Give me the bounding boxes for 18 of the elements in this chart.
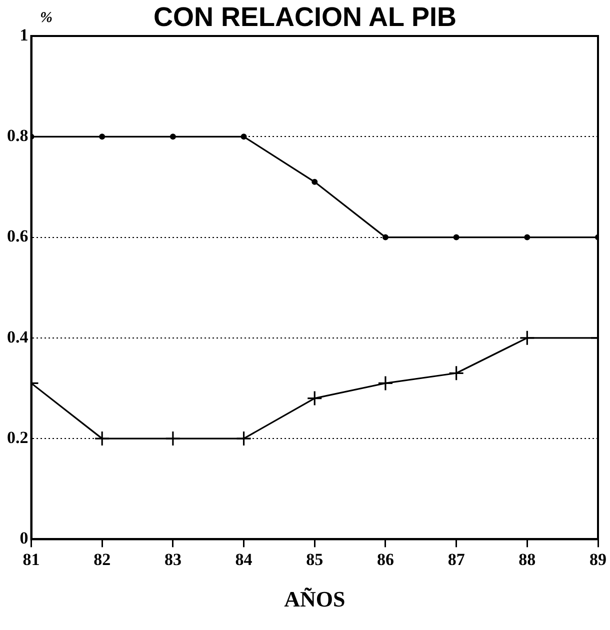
y-tick-label: 1 bbox=[20, 25, 28, 44]
chart-title: CON RELACION AL PIB bbox=[153, 2, 456, 32]
x-tick-label: 84 bbox=[235, 550, 253, 569]
x-tick-label: 89 bbox=[590, 550, 606, 569]
x-tick-label: 81 bbox=[22, 550, 40, 569]
x-tick-label: 87 bbox=[448, 550, 466, 569]
y-tick-label: 0.6 bbox=[7, 226, 28, 246]
x-tick-label: 88 bbox=[518, 550, 536, 569]
x-tick-label: 85 bbox=[306, 550, 324, 569]
y-tick-label: 0.8 bbox=[7, 126, 28, 146]
y-tick-label: 0.2 bbox=[7, 428, 28, 447]
x-tick-label: 82 bbox=[94, 550, 111, 569]
y-tick-label: 0 bbox=[20, 528, 28, 548]
x-tick-label: 86 bbox=[376, 550, 394, 569]
y-axis-title: % bbox=[40, 10, 52, 27]
x-axis-title: AÑOS bbox=[284, 586, 346, 612]
y-tick-label: 0.4 bbox=[7, 327, 29, 346]
x-tick-label: 83 bbox=[164, 550, 182, 569]
